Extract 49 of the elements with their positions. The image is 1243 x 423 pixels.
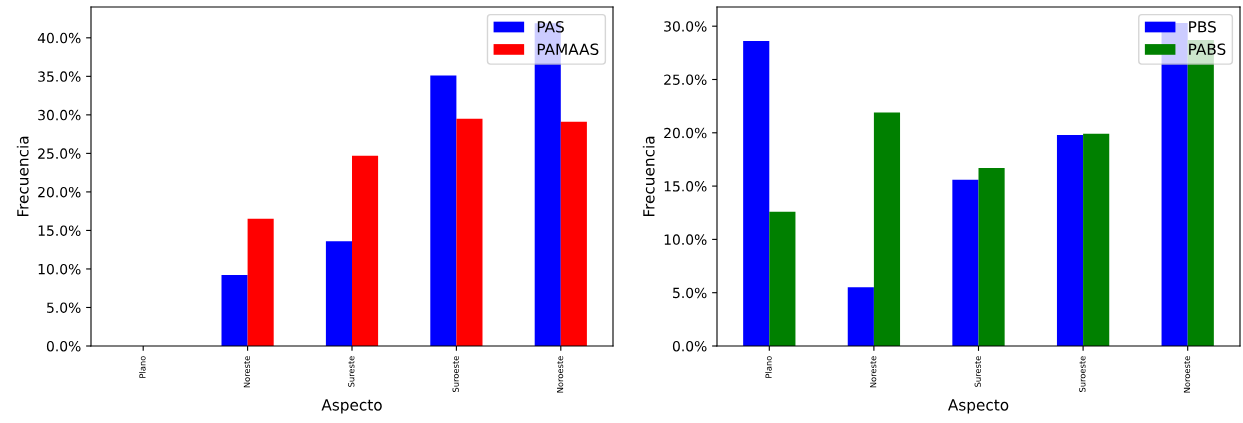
y-tick-label: 5.0% — [47, 302, 81, 313]
bar — [769, 211, 796, 346]
y-tick-label: 0.0% — [46, 340, 81, 352]
x-tick-label: Noreste — [243, 356, 251, 388]
y-tick-label: 5.0% — [673, 287, 707, 299]
bar — [978, 167, 1005, 346]
x-tick-label: Plano — [139, 356, 146, 378]
y-tick-label: 0.0% — [672, 340, 707, 352]
y-tick-label: 20.0% — [664, 127, 707, 139]
x-tick-label: Suroeste — [452, 356, 459, 392]
bar — [221, 275, 248, 346]
y-tick-label: 40.0% — [37, 32, 81, 44]
y-tick-label: 30.0% — [38, 109, 81, 121]
bar — [952, 179, 979, 346]
y-tick-label: 10.0% — [38, 263, 81, 275]
x-tick-label: Noreste — [870, 356, 877, 388]
bar — [247, 218, 274, 346]
x-tick-label: Noroeste — [1183, 356, 1191, 393]
legend-label: PAMAAS — [537, 43, 599, 55]
legend-label: PABS — [1189, 43, 1226, 55]
y-tick-label: 25.0% — [38, 148, 81, 159]
bar — [456, 118, 483, 346]
y-tick-label: 15.0% — [664, 181, 707, 192]
bar — [743, 41, 770, 346]
bar — [847, 287, 874, 346]
legend-label: PBS — [1189, 21, 1216, 33]
y-tick-label: 35.0% — [38, 71, 81, 82]
y-tick-label: 15.0% — [38, 225, 81, 236]
x-tick-label: Plano — [765, 356, 772, 378]
y-tick-label: 20.0% — [38, 186, 81, 198]
bar — [1083, 133, 1110, 346]
x-axis-title: Aspecto — [948, 399, 1009, 414]
x-axis-title: Aspecto — [321, 399, 382, 414]
y-tick-label: 10.0% — [664, 234, 707, 245]
bar — [560, 121, 587, 346]
y-tick-label: 30.0% — [664, 21, 707, 32]
bar — [430, 75, 457, 346]
y-tick-label: 25.0% — [664, 74, 707, 85]
x-tick-label: Noroeste — [557, 356, 564, 393]
bar — [873, 112, 901, 346]
bar — [325, 241, 352, 346]
x-tick-label: Sureste — [974, 356, 981, 387]
y-axis-title: Frecuencia — [642, 136, 655, 217]
bar — [1056, 134, 1084, 346]
x-tick-label: Sureste — [348, 356, 355, 387]
x-tick-label: Suroeste — [1079, 356, 1086, 392]
legend-label: PAS — [537, 21, 564, 33]
y-axis-title: Frecuencia — [16, 136, 29, 217]
bar — [352, 155, 379, 346]
